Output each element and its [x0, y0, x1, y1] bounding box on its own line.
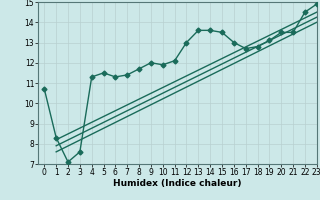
X-axis label: Humidex (Indice chaleur): Humidex (Indice chaleur)	[113, 179, 242, 188]
